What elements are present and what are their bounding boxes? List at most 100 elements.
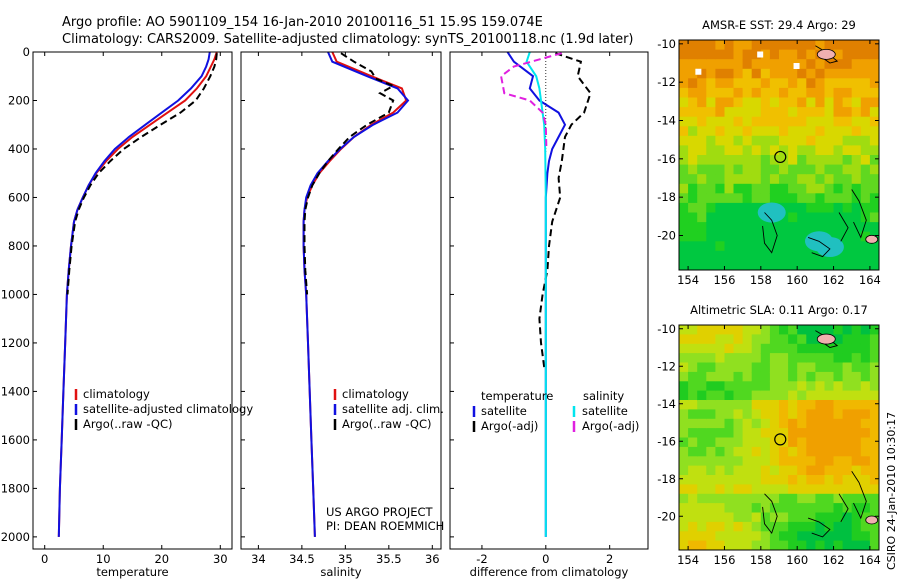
heatmap-cell [815,390,826,401]
heatmap-cell [724,484,735,495]
heatmap-cell [806,212,816,223]
heatmap-cell [851,325,862,335]
heatmap-cell [688,97,698,108]
heatmap-cell [706,59,716,70]
heatmap-cell [688,493,698,504]
heatmap-cell [869,40,879,51]
heatmap-cell [706,231,716,242]
heatmap-cell [751,343,762,354]
legend-label: Argo(..raw -QC) [83,417,173,431]
heatmap-cell [706,250,716,261]
heatmap-cell [842,107,853,118]
heatmap-cell [742,531,753,542]
heatmap-cell [760,40,771,51]
heatmap-cell [779,164,789,175]
heatmap-cell [688,202,698,214]
heatmap-cell [724,437,735,448]
heatmap-cell [760,400,771,410]
heatmap-cell [706,362,716,373]
heatmap-cell [724,493,735,504]
heatmap-cell [779,107,789,118]
heatmap-cell [806,521,816,532]
heatmap-cell [860,353,871,364]
heatmap-cell [860,390,871,401]
x-axis-label: difference from climatology [470,565,629,579]
heatmap-cell [851,68,862,79]
heatmap-cell [715,371,726,382]
heatmap-cell [869,202,879,214]
heatmap-cell [733,418,744,429]
heatmap-cell [742,437,753,448]
heatmap-cell [769,260,780,270]
heatmap-cell [769,193,780,204]
heatmap-cell [688,78,698,89]
heatmap-cell [824,260,835,270]
heatmap-cell [760,484,771,495]
heatmap-cell [688,353,698,364]
heatmap-cell [851,135,862,146]
heatmap-cell [751,540,762,550]
heatmap-cell [815,521,826,532]
heatmap-cell [860,193,871,204]
heatmap-cell [779,260,789,270]
heatmap-cell [769,446,780,457]
heatmap-cell [697,390,707,401]
heatmap-cell [779,343,789,354]
heatmap-cell [688,428,698,439]
heatmap-cell [788,446,798,457]
heatmap-cell [715,418,726,429]
heatmap-cell [751,164,762,175]
heatmap-cell [733,390,744,401]
heatmap-cell [742,222,753,233]
heatmap-cell [760,260,771,270]
heatmap-cell [724,231,735,242]
heatmap-cell [733,371,744,382]
heatmap-cell [833,334,844,345]
heatmap-cell [715,97,726,108]
heatmap-cell [751,512,762,523]
x-tick-label: 164 [859,273,881,287]
heatmap-cell [733,174,744,185]
heatmap-cell [679,193,689,204]
heatmap-cell [842,409,853,420]
island [865,515,879,525]
heatmap-cell [797,59,807,70]
heatmap-cell [724,222,735,233]
heatmap-cell [715,87,726,99]
heatmap-cell [869,446,879,457]
heatmap-cell [779,87,789,99]
heatmap-cell [715,456,726,467]
series-argo-raw-qc--line [303,52,396,295]
heatmap-cell [733,409,744,420]
heatmap-cell [760,97,771,108]
heatmap-cell [779,381,789,392]
heatmap-cell [833,437,844,448]
heatmap-cell [833,343,844,354]
heatmap-cell [860,343,871,354]
heatmap-cell [788,155,798,166]
heatmap-cell [760,126,771,137]
heatmap-cell [806,343,816,354]
heatmap-cell [797,343,807,354]
heatmap-cell [779,521,789,532]
heatmap-cell [842,126,853,137]
heatmap-cell [842,174,853,185]
heatmap-cell [742,59,753,70]
heatmap-cell [788,475,798,485]
series-climatology-line [57,52,218,537]
heatmap-cell [779,40,789,51]
heatmap-cell [824,465,835,476]
heatmap-cell [851,222,862,233]
heatmap-cell [706,325,716,335]
heatmap-cell [797,465,807,476]
heatmap-cell [833,512,844,523]
heatmap-cell [869,456,879,467]
heatmap-cell [824,381,835,392]
heatmap-cell [688,465,698,476]
heatmap-cell [769,183,780,194]
heatmap-cell [688,260,698,270]
heatmap-cell [851,126,862,137]
heatmap-cell [679,164,689,175]
heatmap-cell [860,540,871,550]
legend-label: satellite [481,404,527,418]
